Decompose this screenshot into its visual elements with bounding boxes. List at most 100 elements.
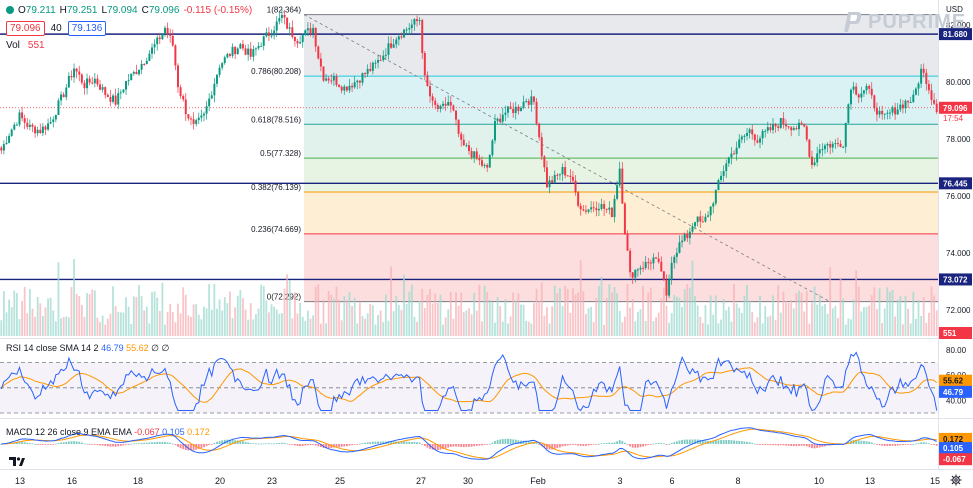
volume-bar <box>361 316 364 336</box>
macd-histogram-bar <box>44 444 47 445</box>
volume-bar <box>475 310 478 336</box>
candle-body <box>164 27 166 34</box>
macd-histogram-bar <box>904 444 907 445</box>
candle-body <box>397 36 400 40</box>
macd-histogram-bar <box>481 444 483 446</box>
candle-body <box>855 86 858 95</box>
macd-histogram-bar <box>444 444 447 449</box>
time-tick-13: 13 <box>15 476 25 486</box>
volume-bar <box>75 293 78 336</box>
macd-histogram-bar <box>57 443 60 444</box>
candle-body <box>197 117 200 121</box>
macd-histogram-bar <box>366 442 369 444</box>
volume-bar <box>743 295 746 336</box>
macd-histogram-bar <box>457 444 460 447</box>
volume-bar <box>681 307 683 336</box>
candle-body <box>584 210 587 212</box>
candle-body <box>234 46 237 55</box>
sell-price-button[interactable]: 79.096 <box>6 21 45 36</box>
fibonacci-retracement[interactable]: 1(82.364) 0.786(80.208) 0.618(78.516) 0.5(7… <box>251 6 938 303</box>
candle-body <box>720 175 723 180</box>
tv-logo-part-2 <box>16 457 21 461</box>
volume-bar <box>104 324 107 336</box>
volume-bar <box>522 304 525 336</box>
settings-gear-icon[interactable] <box>950 474 962 486</box>
macd-histogram-bar <box>244 441 247 444</box>
volume-bar <box>416 321 418 336</box>
volume-bar <box>850 319 852 336</box>
volume-bar <box>598 286 600 336</box>
volume-bar <box>449 292 452 336</box>
volume-bar <box>774 320 777 336</box>
candle-body <box>600 204 603 209</box>
volume-bar <box>234 307 237 336</box>
candle-body <box>392 44 395 48</box>
macd-histogram-bar <box>426 444 429 448</box>
candle-body <box>535 101 538 124</box>
macd-histogram-bar <box>301 444 304 446</box>
candle-body <box>296 41 299 44</box>
volume-bar <box>756 317 759 336</box>
candle-body <box>553 174 556 183</box>
volume-bar <box>210 309 213 336</box>
volume-bar <box>772 295 774 336</box>
macd-histogram-bar <box>595 444 598 445</box>
fib-zone-0.618 <box>304 124 938 159</box>
volume-bar <box>800 292 803 336</box>
volume-bar <box>255 314 257 336</box>
volume-bar <box>151 292 153 336</box>
candle-body <box>353 82 356 88</box>
macd-signal-tag-bg <box>939 432 972 445</box>
macd-histogram-bar <box>621 440 624 444</box>
macd-histogram-bar <box>356 444 359 445</box>
macd-histogram-bar <box>863 441 865 444</box>
macd-histogram-bar <box>881 444 884 446</box>
macd-tag: 0.105 <box>943 444 964 453</box>
horizontal-lines[interactable] <box>0 33 938 281</box>
candle-body <box>842 146 845 148</box>
candle-body <box>218 67 221 75</box>
candles <box>0 8 938 301</box>
candle-body <box>267 32 270 36</box>
volume-bar <box>579 260 582 336</box>
volume-bar <box>590 306 593 336</box>
time-axis[interactable]: 13 16 18 20 23 25 27 30 Feb 3 6 8 10 13 15 <box>9 457 940 486</box>
volume-bar <box>364 318 366 336</box>
volume-bar <box>78 296 81 336</box>
macd-histogram-bar <box>210 444 213 445</box>
volume-bar <box>455 292 457 336</box>
macd-histogram-bar <box>213 442 216 444</box>
candle-body <box>748 129 751 134</box>
volume-bar <box>13 290 16 336</box>
volume-bar <box>369 303 372 336</box>
candle-body <box>138 69 140 75</box>
volume-bar <box>2 291 5 336</box>
volume-bar <box>117 312 120 336</box>
candle-body <box>390 43 393 48</box>
volume-bar <box>733 284 735 336</box>
buy-price-button[interactable]: 79.136 <box>67 21 107 36</box>
candle-body <box>356 80 359 83</box>
volume-bar <box>34 316 36 336</box>
candle-body <box>447 101 450 106</box>
candle-body <box>785 124 787 127</box>
candle-body <box>483 165 486 166</box>
volume-bar <box>886 287 889 336</box>
candle-body <box>293 36 296 42</box>
candle-body <box>291 27 294 37</box>
fib-label-0.236: 0.236(74.669) <box>251 225 301 234</box>
volume-bar <box>21 301 23 336</box>
candle-body <box>309 28 312 34</box>
price-change: -0.115 (-0.15%) <box>183 5 253 16</box>
volume-bar <box>501 321 504 336</box>
macd-histogram-bar <box>52 444 55 445</box>
macd-histogram-bar <box>608 442 611 444</box>
macd-value: 0.105 <box>162 427 185 437</box>
macd-histogram-bar <box>192 444 195 451</box>
candle-body <box>174 45 177 66</box>
volume-bar <box>468 308 470 336</box>
macd-histogram-bar <box>629 444 632 447</box>
volume-bar <box>865 306 868 336</box>
